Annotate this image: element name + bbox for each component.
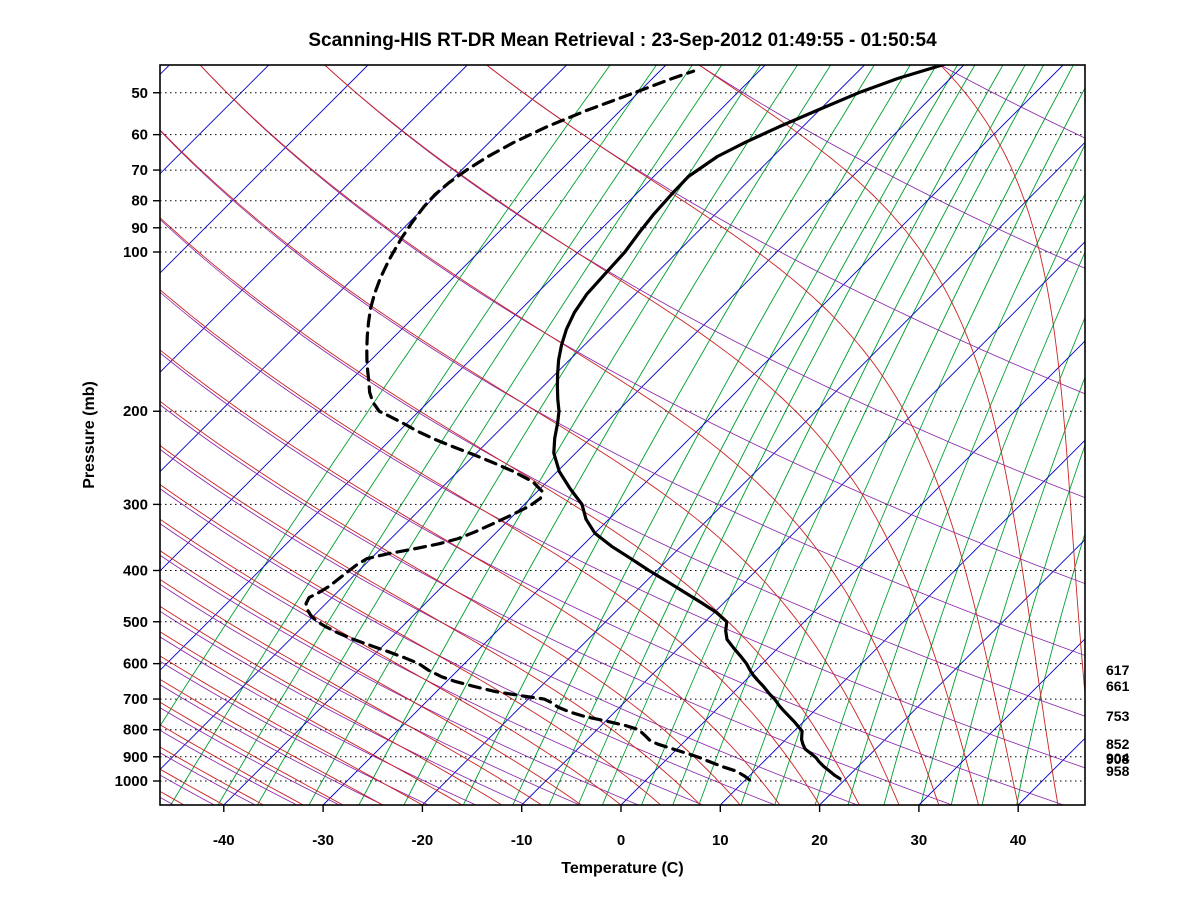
y-tick-label: 300 (123, 496, 148, 513)
x-tick-label: -30 (312, 832, 334, 849)
x-tick-label: 10 (712, 832, 729, 849)
y-tick-label: 90 (131, 220, 148, 237)
level-label: 908 (1106, 751, 1130, 767)
x-axis-label: Temperature (C) (561, 860, 684, 877)
axis-ticks (153, 92, 1019, 812)
level-label: 904 (1106, 750, 1130, 766)
y-tick-label: 900 (123, 749, 148, 766)
y-tick-label: 1000 (115, 773, 148, 790)
isotherm-lines (160, 65, 1085, 805)
y-tick-label: 100 (123, 244, 148, 261)
x-tick-label: 20 (811, 832, 828, 849)
mixing-ratio-lines (160, 65, 1085, 805)
level-label: 661 (1106, 678, 1130, 694)
dry-adiabat-lines (160, 65, 1085, 805)
x-tick-label: -10 (511, 832, 533, 849)
level-label: 617 (1106, 662, 1130, 678)
x-tick-label: 30 (911, 832, 928, 849)
profile-dew-point (304, 69, 751, 782)
y-tick-label: 500 (123, 614, 148, 631)
y-tick-label: 800 (123, 722, 148, 739)
x-tick-label: 0 (617, 832, 625, 849)
y-tick-labels: 50 60 70 80 90 100 200 300 400 500 600 700 800 900 100… (115, 85, 148, 790)
level-label: 753 (1106, 708, 1130, 724)
y-tick-label: 700 (123, 691, 148, 708)
y-tick-label: 400 (123, 562, 148, 579)
profile-temperature (552, 65, 948, 781)
chart-title: Scanning-HIS RT-DR Mean Retrieval : 23-S… (308, 30, 937, 51)
y-tick-label: 50 (131, 85, 148, 102)
y-tick-label: 80 (131, 193, 148, 210)
y-tick-label: 200 (123, 403, 148, 420)
level-label: 958 (1106, 763, 1130, 779)
x-tick-label: -20 (412, 832, 434, 849)
y-tick-label: 60 (131, 127, 148, 144)
y-axis-label: Pressure (mb) (81, 381, 98, 489)
x-tick-label: 40 (1010, 832, 1027, 849)
y-tick-label: 70 (131, 162, 148, 179)
y-tick-label: 600 (123, 656, 148, 673)
plot-frame (159, 64, 1086, 806)
plot-area (160, 65, 1085, 805)
level-label: 852 (1106, 736, 1130, 752)
isobar-gridlines (160, 92, 1085, 782)
moist-adiabat-lines (160, 65, 1085, 805)
x-tick-label: -40 (213, 832, 235, 849)
x-tick-labels: -40 -30 -20 -10 0 10 20 30 40 (213, 832, 1027, 849)
